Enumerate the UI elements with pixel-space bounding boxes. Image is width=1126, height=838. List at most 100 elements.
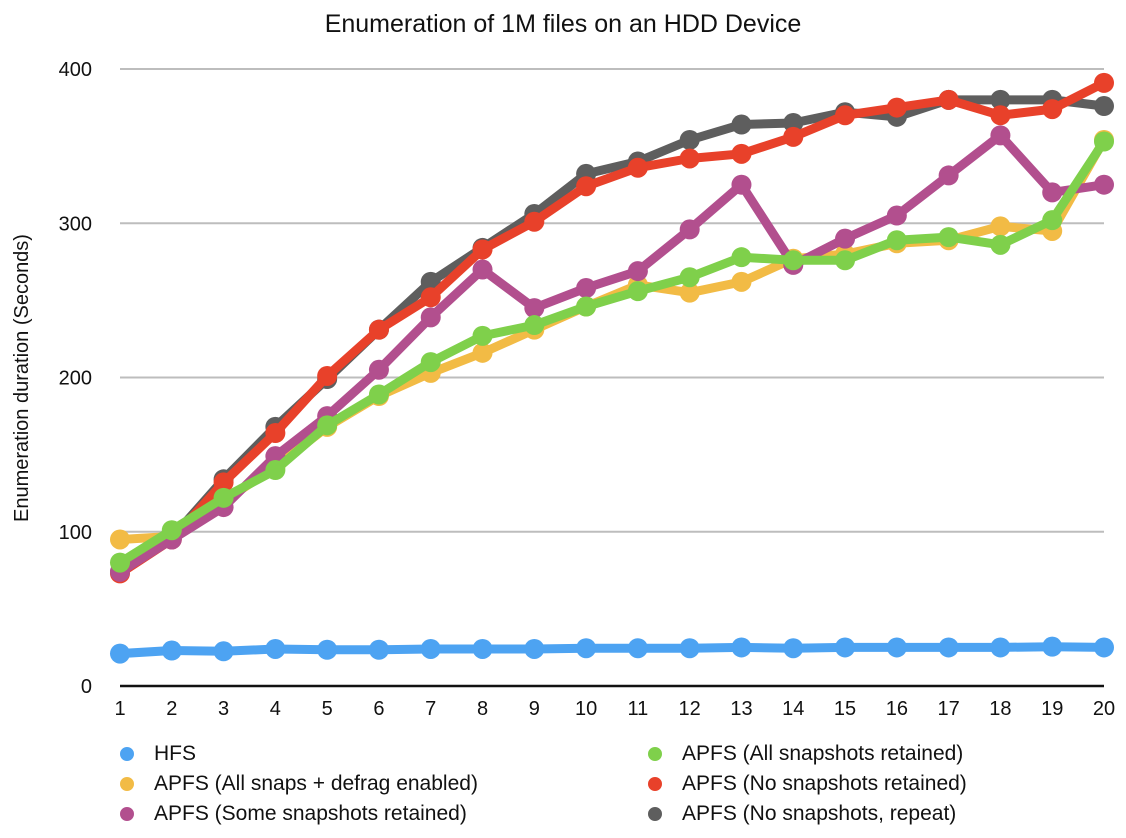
- data-point[interactable]: [731, 175, 751, 195]
- data-point[interactable]: [473, 326, 493, 346]
- data-point[interactable]: [369, 640, 389, 660]
- data-point[interactable]: [680, 219, 700, 239]
- chart-title: Enumeration of 1M files on an HDD Device: [325, 10, 802, 38]
- x-tick-label: 1: [114, 698, 125, 720]
- data-point[interactable]: [162, 520, 182, 540]
- data-point[interactable]: [939, 90, 959, 110]
- data-point[interactable]: [990, 637, 1010, 657]
- data-point[interactable]: [214, 488, 234, 508]
- x-tick-label: 9: [529, 698, 540, 720]
- data-point[interactable]: [731, 637, 751, 657]
- data-point[interactable]: [783, 127, 803, 147]
- data-point[interactable]: [628, 281, 648, 301]
- data-point[interactable]: [576, 297, 596, 317]
- data-point[interactable]: [887, 230, 907, 250]
- data-point[interactable]: [1042, 99, 1062, 119]
- data-point[interactable]: [835, 250, 855, 270]
- data-point[interactable]: [524, 212, 544, 232]
- data-point[interactable]: [421, 352, 441, 372]
- x-tick-label: 4: [270, 698, 281, 720]
- data-point[interactable]: [835, 229, 855, 249]
- x-tick-label: 10: [575, 698, 597, 720]
- data-point[interactable]: [835, 637, 855, 657]
- data-point[interactable]: [369, 360, 389, 380]
- data-point[interactable]: [1042, 637, 1062, 657]
- data-point[interactable]: [1042, 182, 1062, 202]
- data-point[interactable]: [1094, 96, 1114, 116]
- data-point[interactable]: [939, 637, 959, 657]
- legend-label: APFS (No snapshots, repeat): [682, 802, 956, 826]
- data-point[interactable]: [628, 638, 648, 658]
- data-point[interactable]: [576, 278, 596, 298]
- data-point[interactable]: [524, 639, 544, 659]
- data-point[interactable]: [680, 148, 700, 168]
- data-point[interactable]: [317, 640, 337, 660]
- y-tick-label: 200: [59, 368, 92, 390]
- data-point[interactable]: [783, 638, 803, 658]
- data-point[interactable]: [628, 158, 648, 178]
- data-point[interactable]: [265, 460, 285, 480]
- data-point[interactable]: [990, 235, 1010, 255]
- data-point[interactable]: [990, 216, 1010, 236]
- data-point[interactable]: [1094, 73, 1114, 93]
- data-point[interactable]: [421, 639, 441, 659]
- data-point[interactable]: [162, 641, 182, 661]
- data-point[interactable]: [265, 639, 285, 659]
- data-point[interactable]: [369, 320, 389, 340]
- data-point[interactable]: [731, 115, 751, 135]
- legend-item-apfs-some-snapshots[interactable]: APFS (Some snapshots retained): [120, 800, 467, 828]
- data-point[interactable]: [473, 639, 493, 659]
- legend-item-apfs-defrag[interactable]: APFS (All snaps + defrag enabled): [120, 770, 478, 798]
- data-point[interactable]: [628, 261, 648, 281]
- data-point[interactable]: [680, 130, 700, 150]
- data-point[interactable]: [887, 98, 907, 118]
- data-point[interactable]: [990, 105, 1010, 125]
- data-point[interactable]: [887, 206, 907, 226]
- data-point[interactable]: [1042, 210, 1062, 230]
- data-point[interactable]: [680, 267, 700, 287]
- legend-item-apfs-no-snapshots[interactable]: APFS (No snapshots retained): [648, 770, 967, 798]
- data-point[interactable]: [1094, 131, 1114, 151]
- data-point[interactable]: [473, 260, 493, 280]
- data-point[interactable]: [110, 529, 130, 549]
- data-point[interactable]: [265, 423, 285, 443]
- x-tick-label: 18: [989, 698, 1011, 720]
- data-point[interactable]: [110, 553, 130, 573]
- y-tick-label: 0: [81, 676, 92, 698]
- data-point[interactable]: [473, 239, 493, 259]
- x-tick-label: 2: [166, 698, 177, 720]
- data-point[interactable]: [317, 415, 337, 435]
- x-tick-label: 3: [218, 698, 229, 720]
- data-point[interactable]: [939, 165, 959, 185]
- data-point[interactable]: [939, 227, 959, 247]
- data-point[interactable]: [990, 125, 1010, 145]
- data-point[interactable]: [421, 287, 441, 307]
- series-line: [120, 140, 1104, 540]
- data-point[interactable]: [887, 637, 907, 657]
- data-point[interactable]: [317, 366, 337, 386]
- data-point[interactable]: [835, 105, 855, 125]
- data-point[interactable]: [731, 144, 751, 164]
- data-point[interactable]: [524, 315, 544, 335]
- data-point[interactable]: [1094, 637, 1114, 657]
- legend-item-apfs-no-snapshots-repeat[interactable]: APFS (No snapshots, repeat): [648, 800, 956, 828]
- data-point[interactable]: [731, 272, 751, 292]
- data-point[interactable]: [783, 250, 803, 270]
- data-point[interactable]: [369, 384, 389, 404]
- x-tick-label: 20: [1093, 698, 1115, 720]
- data-point[interactable]: [576, 176, 596, 196]
- legend-item-hfs[interactable]: HFS: [120, 740, 196, 768]
- x-tick-label: 8: [477, 698, 488, 720]
- y-tick-labels: 0100200300400: [59, 59, 92, 698]
- data-point[interactable]: [1094, 175, 1114, 195]
- legend-item-apfs-all-snapshots[interactable]: APFS (All snapshots retained): [648, 740, 963, 768]
- data-point[interactable]: [421, 307, 441, 327]
- legend-label: APFS (No snapshots retained): [682, 772, 967, 796]
- data-point[interactable]: [680, 638, 700, 658]
- data-point[interactable]: [110, 644, 130, 664]
- data-point[interactable]: [214, 641, 234, 661]
- series-group: [110, 73, 1114, 664]
- series-3: [110, 131, 1114, 572]
- data-point[interactable]: [731, 247, 751, 267]
- data-point[interactable]: [576, 638, 596, 658]
